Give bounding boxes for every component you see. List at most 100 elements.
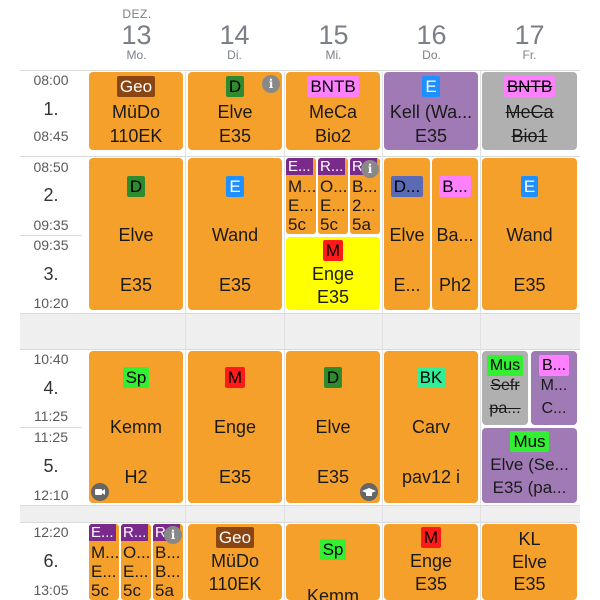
teacher-label: B...: [155, 543, 181, 562]
grid-line: [185, 70, 186, 600]
lesson-card[interactable]: KL Elve E35: [482, 524, 577, 600]
room-label: E35: [218, 467, 252, 487]
teacher-label: Elve: [511, 552, 547, 572]
graduation-cap-icon[interactable]: [360, 483, 378, 501]
subject-badge: BNTB: [307, 76, 359, 97]
lesson-card-mini[interactable]: E... M... E... 5c: [89, 524, 119, 600]
room-label: E...: [91, 562, 117, 581]
room-label: E35: [218, 126, 252, 146]
subject-badge: BK: [416, 367, 446, 388]
teacher-label: MüDo: [111, 102, 160, 122]
cancelled-lesson-card[interactable]: BNTB MeCa Bio1: [482, 72, 577, 150]
lesson-card[interactable]: Mus Elve (Se... E35 (pa...: [482, 428, 577, 503]
subject-badge: BNTB: [503, 76, 556, 97]
teacher-label: Wand: [506, 225, 553, 245]
teacher-label: M...: [91, 543, 119, 562]
teacher-label: Enge: [409, 551, 453, 571]
teacher-label: Elve (Se...: [490, 455, 569, 474]
lesson-card[interactable]: D Elve E35 i: [188, 72, 282, 150]
lesson-card[interactable]: M Enge E35: [188, 351, 282, 503]
subject-badge: Geo: [116, 76, 156, 97]
day-header-tue[interactable]: 14 Di.: [186, 22, 283, 62]
room-label: E35: [414, 574, 448, 594]
day-of-week: Fr.: [522, 48, 537, 62]
room-label: E...: [123, 562, 149, 581]
day-header-fri[interactable]: 17 Fr.: [481, 22, 578, 62]
subject-badge: B...: [538, 355, 569, 376]
lesson-card-mini[interactable]: E... M... E... 5c: [286, 158, 316, 234]
room-label: E...: [393, 275, 421, 295]
teacher-label: Enge: [213, 417, 257, 437]
teacher-label: MeCa: [505, 102, 554, 122]
teacher-label: Elve: [389, 225, 425, 245]
grid-line: [20, 522, 580, 523]
class-label: 5c: [288, 215, 306, 234]
period-end-time: 11:25: [34, 408, 68, 424]
teacher-label: Carv: [411, 417, 450, 437]
day-header-thu[interactable]: 16 Do.: [383, 22, 480, 62]
lesson-card[interactable]: E Wand E35: [188, 158, 282, 310]
grid-line: [20, 313, 580, 314]
teacher-label: Kemm: [306, 586, 359, 600]
lesson-card[interactable]: E Kell (Wa... E35: [384, 72, 478, 150]
subject-badge: D...: [390, 176, 424, 197]
lesson-card-mini[interactable]: R... O... E... 5c: [318, 158, 348, 234]
lesson-card[interactable]: D... Elve E...: [384, 158, 430, 310]
room-label: pa...: [489, 400, 521, 417]
period-start-time: 09:35: [33, 237, 69, 253]
room-label: B...: [155, 562, 181, 581]
cancelled-lesson-card[interactable]: Mus Sefr pa...: [482, 351, 528, 425]
lesson-card[interactable]: M Enge E35: [384, 524, 478, 600]
grid-line: [20, 235, 82, 236]
lesson-card[interactable]: E Wand E35: [482, 158, 577, 310]
day-number: 16: [416, 20, 447, 50]
teacher-label: Elve: [315, 417, 351, 437]
lesson-card[interactable]: D Elve E35: [286, 351, 380, 503]
lesson-card[interactable]: Sp Kemm H2: [89, 351, 183, 503]
subject-badge: E: [520, 176, 539, 197]
info-icon[interactable]: i: [262, 75, 280, 93]
info-icon[interactable]: i: [361, 160, 379, 178]
teacher-label: Elve: [217, 102, 253, 122]
day-header-mon[interactable]: 13 Mo.: [88, 22, 185, 62]
period-number: 6.: [43, 551, 59, 571]
room-label: E35: [513, 275, 546, 295]
camera-icon[interactable]: [91, 483, 109, 501]
subject-badge: Geo: [215, 527, 255, 548]
teacher-label: MüDo: [210, 551, 259, 571]
lesson-card[interactable]: B... Ba... Ph2: [432, 158, 478, 310]
room-label: Bio1: [511, 126, 548, 146]
period-number: 2.: [43, 185, 59, 205]
class-label: 5a: [155, 581, 174, 600]
teacher-label: Wand: [211, 225, 259, 245]
subject-badge: Sp: [319, 539, 347, 560]
lesson-card[interactable]: Sp Kemm: [286, 524, 380, 600]
room-label: E35: [414, 126, 448, 146]
day-number: 17: [514, 20, 545, 50]
teacher-label: Enge: [311, 264, 355, 284]
lesson-card[interactable]: B... M... C...: [531, 351, 577, 425]
lesson-card[interactable]: Geo MüDo 110EK: [188, 524, 282, 600]
grid-line: [20, 156, 580, 157]
room-label: 2...: [352, 196, 376, 215]
lesson-card-mini[interactable]: R... B... 2... 5a i: [350, 158, 380, 234]
day-header-wed[interactable]: 15 Mi.: [285, 22, 382, 62]
grid-line: [382, 70, 383, 600]
substitution-lesson-card[interactable]: M Enge E35: [286, 237, 380, 310]
day-of-week: Di.: [227, 48, 242, 62]
subject-badge: R...: [121, 524, 149, 541]
subject-badge: B...: [439, 176, 471, 197]
lesson-card[interactable]: Geo MüDo 110EK: [89, 72, 183, 150]
subject-badge: M: [420, 527, 442, 548]
lesson-card[interactable]: D Elve E35: [89, 158, 183, 310]
period-end-time: 13:05: [33, 582, 69, 598]
period-number: 3.: [43, 264, 59, 284]
lesson-card[interactable]: BK Carv pav12 i: [384, 351, 478, 503]
room-label: E35: [218, 275, 252, 295]
lesson-card[interactable]: BNTB MeCa Bio2: [286, 72, 380, 150]
info-icon[interactable]: i: [164, 526, 182, 544]
lesson-card-mini[interactable]: R... B... B... 5a i: [153, 524, 183, 600]
period-start-time: 08:00: [33, 72, 69, 88]
room-label: C...: [541, 400, 567, 417]
lesson-card-mini[interactable]: R... O... E... 5c: [121, 524, 151, 600]
